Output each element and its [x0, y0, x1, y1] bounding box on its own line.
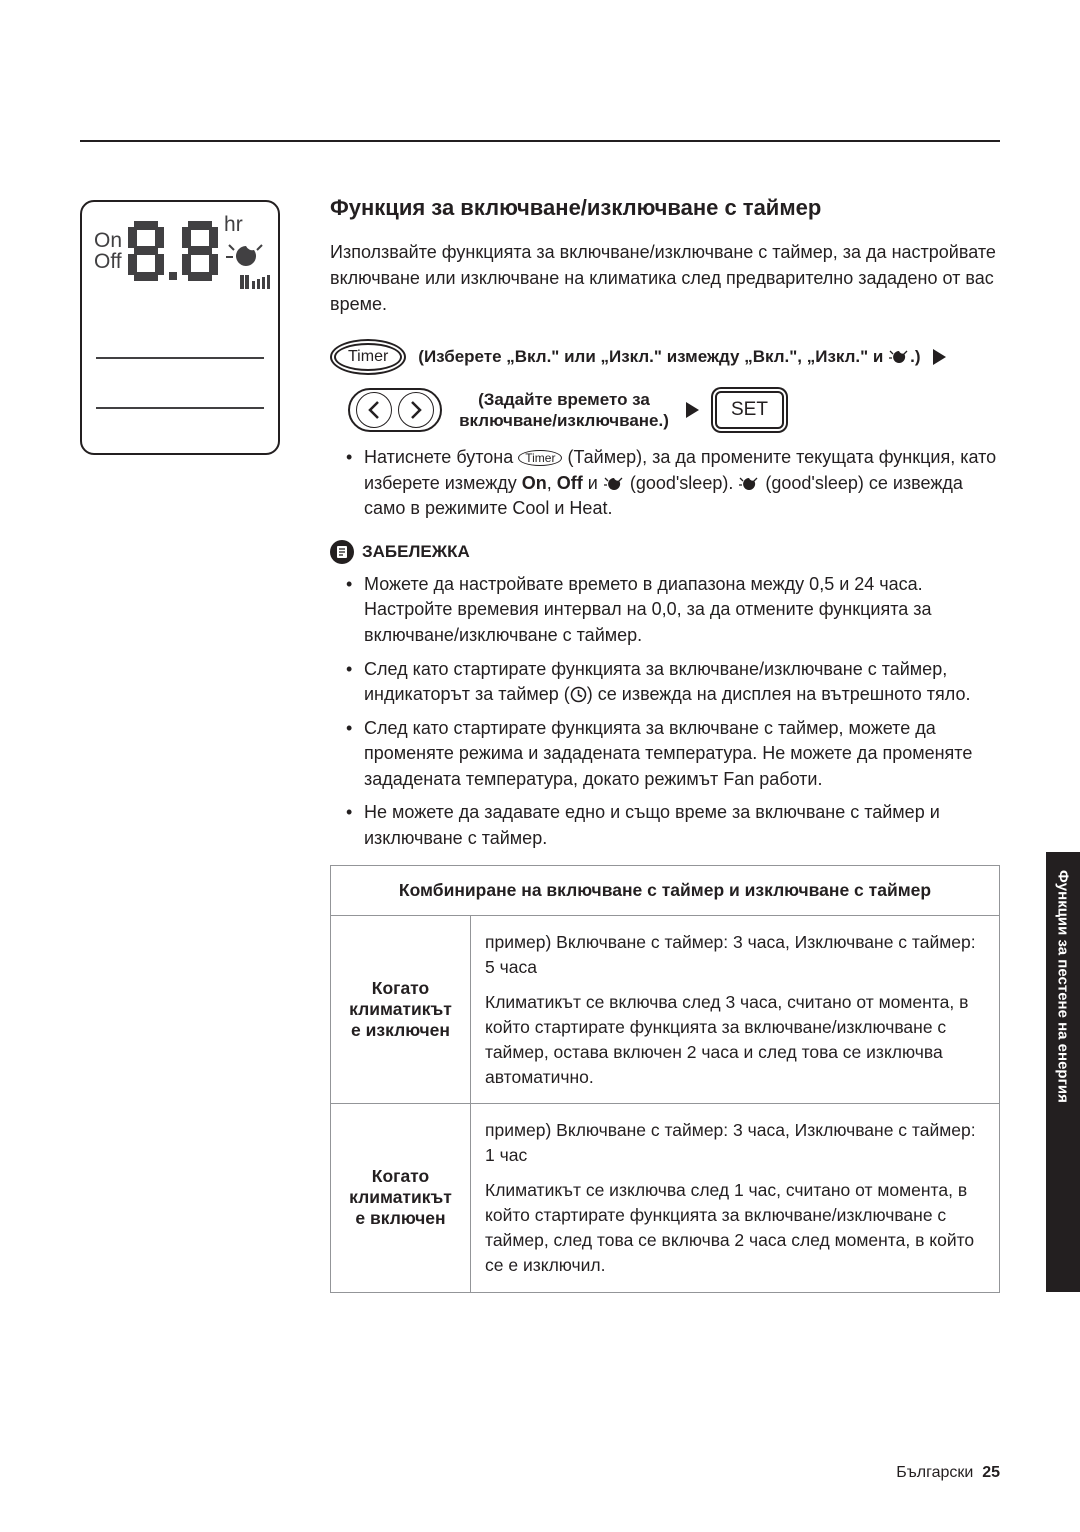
- section-title: Функция за включване/изключване с таймер: [330, 195, 1000, 221]
- page-content: On Off: [0, 0, 1080, 1343]
- timer-button-inline: Timer: [518, 450, 562, 466]
- seven-seg-digit: [182, 221, 218, 281]
- step-row-2: (Задайте времето за включване/изключване…: [330, 387, 1000, 433]
- chevron-left-icon: [367, 399, 381, 421]
- row-body: пример) Включване с таймер: 3 часа, Изкл…: [471, 1104, 1000, 1292]
- remote-display-illustration: On Off: [80, 200, 280, 455]
- right-column: Функция за включване/изключване с таймер…: [330, 110, 1000, 1293]
- left-button[interactable]: [356, 392, 392, 428]
- chevron-right-icon: [409, 399, 423, 421]
- side-tab: Функции за пестене на енергия: [1046, 852, 1080, 1292]
- row-body: пример) Включване с таймер: 3 часа, Изкл…: [471, 916, 1000, 1104]
- left-right-button-group: [348, 388, 442, 432]
- onoff-labels: On Off: [94, 230, 122, 272]
- clock-icon: [570, 686, 587, 703]
- press-bullet: Натиснете бутона Timer (Таймер), за да п…: [330, 445, 1000, 522]
- row-head: Когато климатикът е включен: [331, 1104, 471, 1292]
- goodsleep-icon: [603, 476, 625, 492]
- top-rule: [80, 140, 1000, 142]
- signal-icon: [240, 275, 270, 289]
- note-item: След като стартирате функцията за включв…: [330, 716, 1000, 793]
- note-heading: ЗАБЕЛЕЖКА: [330, 540, 1000, 564]
- footer-lang: Български: [896, 1464, 973, 1481]
- digits-group: [128, 221, 218, 281]
- decimal-dot: [168, 221, 178, 281]
- on-label: On: [94, 230, 122, 251]
- note-label: ЗАБЕЛЕЖКА: [362, 542, 470, 562]
- right-button[interactable]: [398, 392, 434, 428]
- arrow-right-icon: [686, 402, 699, 418]
- off-label: Off: [94, 251, 122, 272]
- page-footer: Български 25: [896, 1464, 1000, 1482]
- seven-seg-digit: [128, 221, 164, 281]
- table-header: Комбиниране на включване с таймер и изкл…: [331, 866, 1000, 916]
- press-para: Натиснете бутона Timer (Таймер), за да п…: [330, 445, 1000, 522]
- step1-text: (Изберете „Вкл." или „Изкл." измежду „Вк…: [418, 347, 920, 367]
- combination-table: Комбиниране на включване с таймер и изкл…: [330, 865, 1000, 1292]
- note-item: Не можете да задавате едно и също време …: [330, 800, 1000, 851]
- note-item: Можете да настройвате времето в диапазон…: [330, 572, 1000, 649]
- hr-label: hr: [224, 213, 243, 237]
- timer-button[interactable]: Timer: [334, 343, 402, 371]
- step2-text: (Задайте времето за включване/изключване…: [454, 389, 674, 432]
- page-number: 25: [982, 1464, 1000, 1481]
- goodsleep-icon: [224, 241, 268, 271]
- goodsleep-icon: [888, 349, 910, 365]
- goodsleep-icon: [738, 476, 760, 492]
- row-head: Когато климатикът е изключен: [331, 916, 471, 1104]
- set-button[interactable]: SET: [715, 391, 784, 429]
- table-row: Когато климатикът е включен пример) Вклю…: [331, 1104, 1000, 1292]
- section-intro: Използвайте функцията за включване/изклю…: [330, 239, 1000, 317]
- arrow-right-icon: [933, 349, 946, 365]
- step-row-1: Timer (Изберете „Вкл." или „Изкл." измеж…: [330, 339, 1000, 375]
- note-item: След като стартирате функцията за включв…: [330, 657, 1000, 708]
- left-column: On Off: [80, 110, 290, 1293]
- display-blank-line: [96, 407, 264, 409]
- display-blank-line: [96, 357, 264, 359]
- note-list: Можете да настройвате времето в диапазон…: [330, 572, 1000, 851]
- note-icon: [330, 540, 354, 564]
- table-row: Когато климатикът е изключен пример) Вкл…: [331, 916, 1000, 1104]
